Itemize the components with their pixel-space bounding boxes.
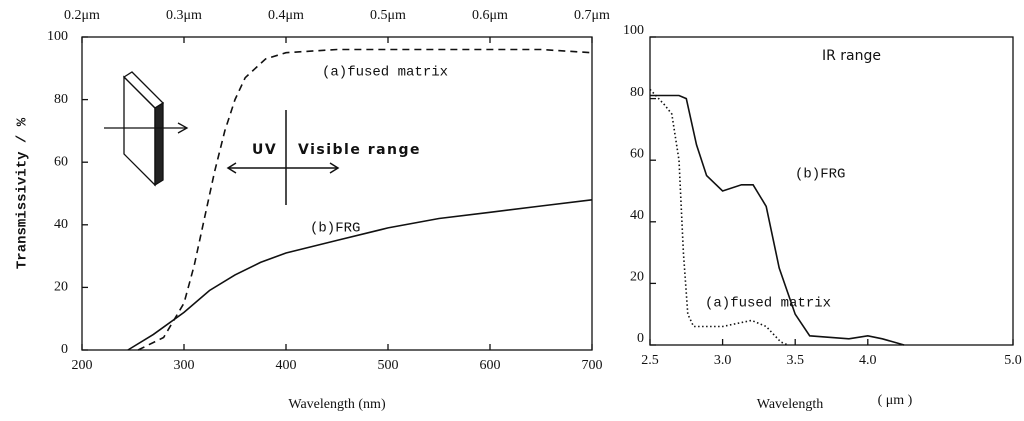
x2-tick-label: 0.5μm: [370, 8, 406, 23]
series-line: [649, 88, 789, 346]
x-tick-label: 200: [72, 358, 93, 373]
x-tick-label: 4.0: [859, 353, 877, 368]
x-tick-label: 500: [378, 358, 399, 373]
x-tick-label: 3.0: [714, 353, 732, 368]
x-tick-label: 400: [276, 358, 297, 373]
x-tick-label: 5.0: [1004, 353, 1022, 368]
annotation: Visible range: [298, 142, 421, 158]
x-axis-label: Wavelength (nm): [288, 397, 386, 412]
x2-tick-label: 0.7μm: [574, 8, 610, 23]
y-tick-label: 60: [54, 154, 68, 169]
series-line: [127, 199, 593, 351]
x-tick-label: 2.5: [641, 353, 659, 368]
sample-icon: [104, 71, 189, 187]
x2-tick-label: 0.4μm: [268, 8, 304, 23]
series-label: (a)fused matrix: [322, 65, 448, 81]
y-tick-label: 100: [623, 23, 644, 38]
x-tick-label: 3.5: [786, 353, 804, 368]
y-tick-label: 80: [54, 92, 68, 107]
x-axis-unit: ( μm ): [878, 393, 913, 408]
y-tick-label: 80: [630, 85, 644, 100]
y-tick-label: 100: [47, 29, 68, 44]
series-line: [650, 94, 905, 346]
plot-frame: [649, 36, 1014, 346]
panel: 0 20 40 60 80 100 200 300 400 500 600 700 0.2μm 0.3μm…: [15, 8, 610, 412]
x-tick-label: 300: [174, 358, 195, 373]
y-tick-label: 20: [630, 270, 644, 285]
y-tick-label: 0: [637, 331, 644, 346]
x2-tick-label: 0.3μm: [166, 8, 202, 23]
x2-tick-label: 0.6μm: [472, 8, 508, 23]
x-tick-label: 700: [582, 358, 603, 373]
y-tick-label: 60: [630, 146, 644, 161]
series-line: [137, 48, 593, 351]
x-axis-label: Wavelength: [757, 397, 824, 412]
y-tick-label: 40: [630, 208, 644, 223]
annotation: UV: [252, 142, 277, 158]
x-tick-label: 600: [480, 358, 501, 373]
series-label: (b)FRG: [795, 167, 845, 183]
y-tick-label: 20: [54, 280, 68, 295]
series-label: (b)FRG: [310, 221, 360, 237]
y-axis-label: Transmissivity / %: [15, 117, 31, 269]
series-label: (a)fused matrix: [705, 296, 831, 312]
y-tick-label: 40: [54, 217, 68, 232]
uv-visible-divider: [226, 110, 340, 205]
panel: 0 20 40 60 80 100 2.5 3.0 3.5 4.0 5.0 Wavelength ( μ…: [623, 23, 1022, 412]
y-tick-label: 0: [61, 342, 68, 357]
x2-tick-label: 0.2μm: [64, 8, 100, 23]
plot-frame: [81, 36, 593, 351]
chart-title: IR range: [822, 48, 881, 64]
